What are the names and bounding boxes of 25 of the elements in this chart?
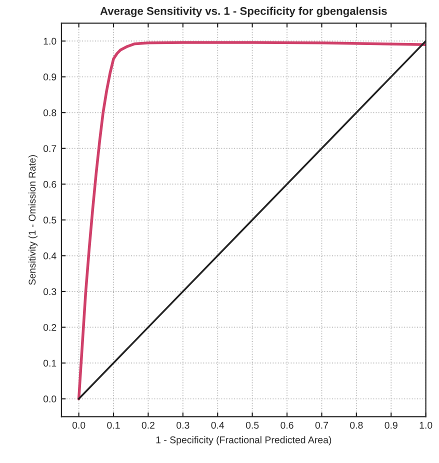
y-tick-label: 1.0 (44, 38, 56, 45)
x-tick-label: 0.8 (350, 422, 363, 429)
y-tick-label: 0.4 (43, 252, 56, 260)
y-axis-title: Sensitivity (1 - Omission Rate) (28, 155, 38, 285)
x-axis-title: 1 - Specificity (Fractional Predicted Area) (156, 436, 332, 446)
x-tick-label: 0.1 (107, 422, 120, 429)
x-tick-label: 0.0 (72, 422, 86, 429)
chart-title: Average Sensitivity vs. 1 - Specificity for gbengalensis (100, 6, 387, 18)
x-tick-label: 0.6 (280, 422, 294, 429)
y-tick-label: 0.3 (43, 288, 56, 296)
y-tick-label: 0.7 (43, 145, 56, 152)
y-tick-label: 0.5 (43, 216, 56, 224)
x-tick-label: 1.0 (420, 422, 432, 429)
x-tick-label: 0.7 (315, 422, 328, 429)
y-tick-label: 0.2 (43, 324, 56, 331)
x-tick-label: 0.4 (211, 422, 224, 429)
y-tick-label: 0.6 (43, 180, 56, 188)
x-tick-label: 0.5 (246, 422, 259, 429)
x-tick-label: 0.3 (176, 422, 190, 429)
y-tick-label: 0.9 (43, 74, 56, 80)
y-tick-label: 0.1 (43, 360, 56, 367)
x-tick-label: 0.2 (142, 422, 154, 429)
x-tick-label: 0.9 (384, 422, 398, 429)
y-tick-label: 0.8 (43, 109, 56, 116)
y-tick-label: 0.0 (43, 396, 56, 402)
